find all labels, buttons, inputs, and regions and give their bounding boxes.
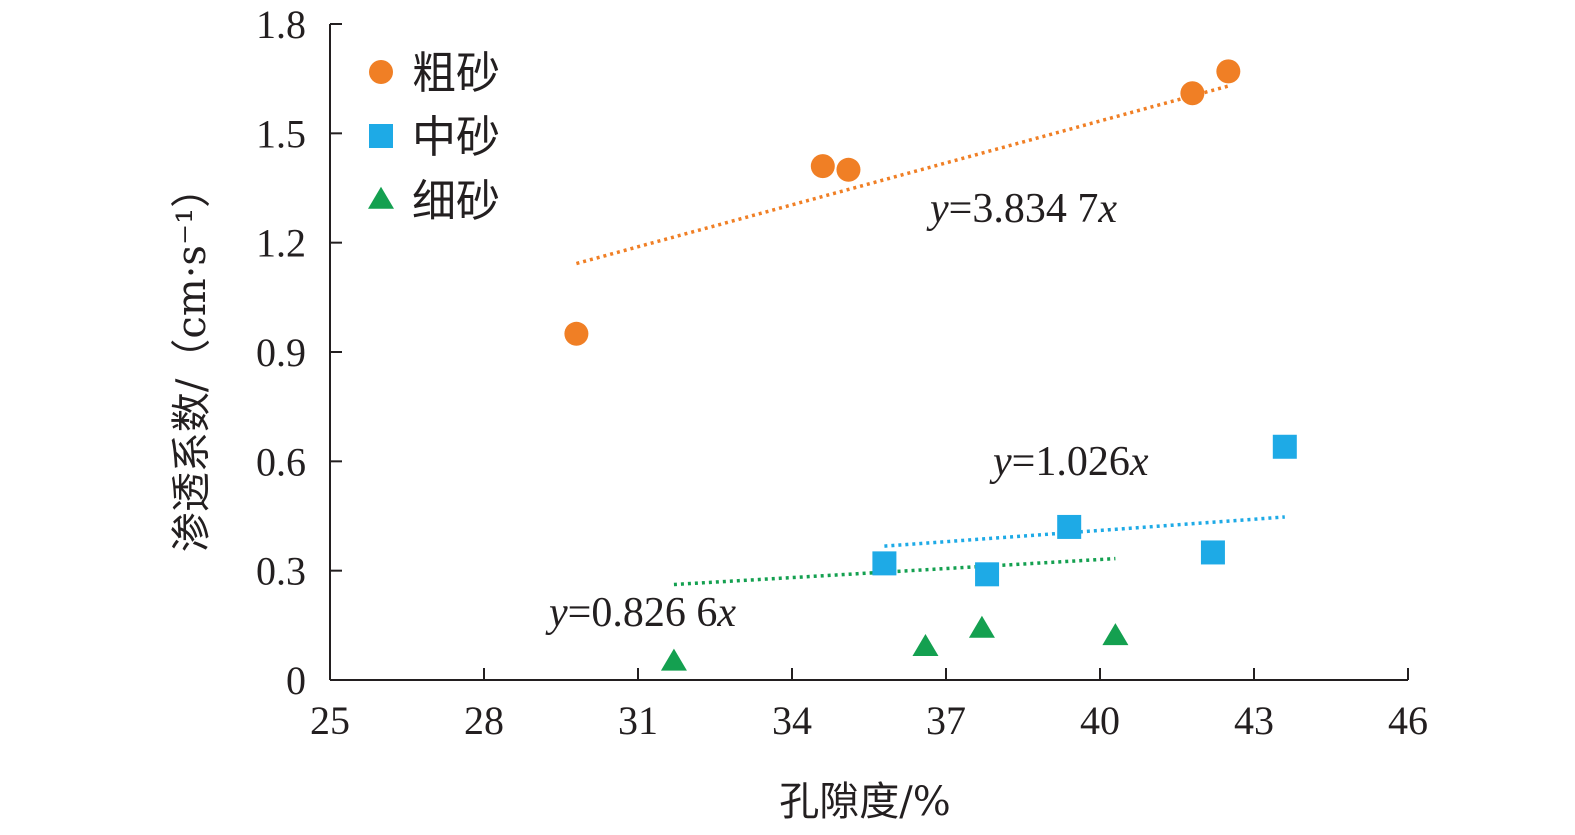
trendlines bbox=[575, 84, 1285, 587]
legend-label: 细砂 bbox=[412, 176, 500, 227]
legend-marker bbox=[369, 60, 393, 84]
data-point bbox=[1102, 623, 1129, 646]
data-point bbox=[1216, 59, 1241, 84]
x-axis-title: 孔隙度/% bbox=[779, 779, 950, 825]
y-tick-label: 0.6 bbox=[256, 439, 306, 484]
data-point bbox=[564, 321, 589, 346]
x-tick-label: 43 bbox=[1234, 698, 1274, 743]
trend-equations: y=3.834 7x y=1.026x y=0.826 6x bbox=[545, 186, 1149, 636]
trend-equation-2: y=1.026x bbox=[989, 439, 1149, 485]
trendline-1 bbox=[575, 84, 1229, 266]
data-point bbox=[660, 648, 687, 671]
y-tick-label: 0 bbox=[286, 658, 306, 703]
x-tick-label: 37 bbox=[926, 698, 966, 743]
y-tick-label: 1.8 bbox=[256, 2, 306, 47]
data-points bbox=[564, 59, 1297, 671]
data-point bbox=[1057, 514, 1082, 539]
data-point bbox=[872, 551, 897, 576]
trend-equation-1: y=3.834 7x bbox=[926, 186, 1117, 232]
data-point bbox=[975, 562, 1000, 587]
ticks: 25 28 31 34 37 40 43 46 0 0.3 0.6 0.9 1.2 1.5 1.8 bbox=[256, 2, 1428, 743]
x-tick-label: 28 bbox=[464, 698, 504, 743]
x-tick-label: 25 bbox=[310, 698, 350, 743]
data-point bbox=[968, 615, 995, 638]
x-tick-label: 34 bbox=[772, 698, 812, 743]
data-point bbox=[1180, 81, 1205, 106]
data-point bbox=[810, 154, 835, 179]
x-tick-label: 31 bbox=[618, 698, 658, 743]
y-tick-label: 1.5 bbox=[256, 111, 306, 156]
x-tick-label: 46 bbox=[1388, 698, 1428, 743]
trend-equation-3: y=0.826 6x bbox=[545, 590, 736, 636]
y-tick-label: 1.2 bbox=[256, 221, 306, 266]
legend-label: 粗砂 bbox=[412, 48, 500, 99]
data-point bbox=[1272, 434, 1297, 459]
y-tick-label: 0.9 bbox=[256, 330, 306, 375]
y-tick-label: 0.3 bbox=[256, 549, 306, 594]
data-point bbox=[912, 634, 939, 656]
legend-label: 中砂 bbox=[412, 112, 500, 163]
data-point bbox=[1200, 540, 1225, 565]
legend-marker bbox=[368, 186, 394, 209]
x-tick-label: 40 bbox=[1080, 698, 1120, 743]
y-axis-title: 渗透系数/（cm·s⁻¹） bbox=[169, 168, 215, 552]
legend-marker bbox=[369, 124, 393, 148]
data-point bbox=[836, 157, 861, 182]
